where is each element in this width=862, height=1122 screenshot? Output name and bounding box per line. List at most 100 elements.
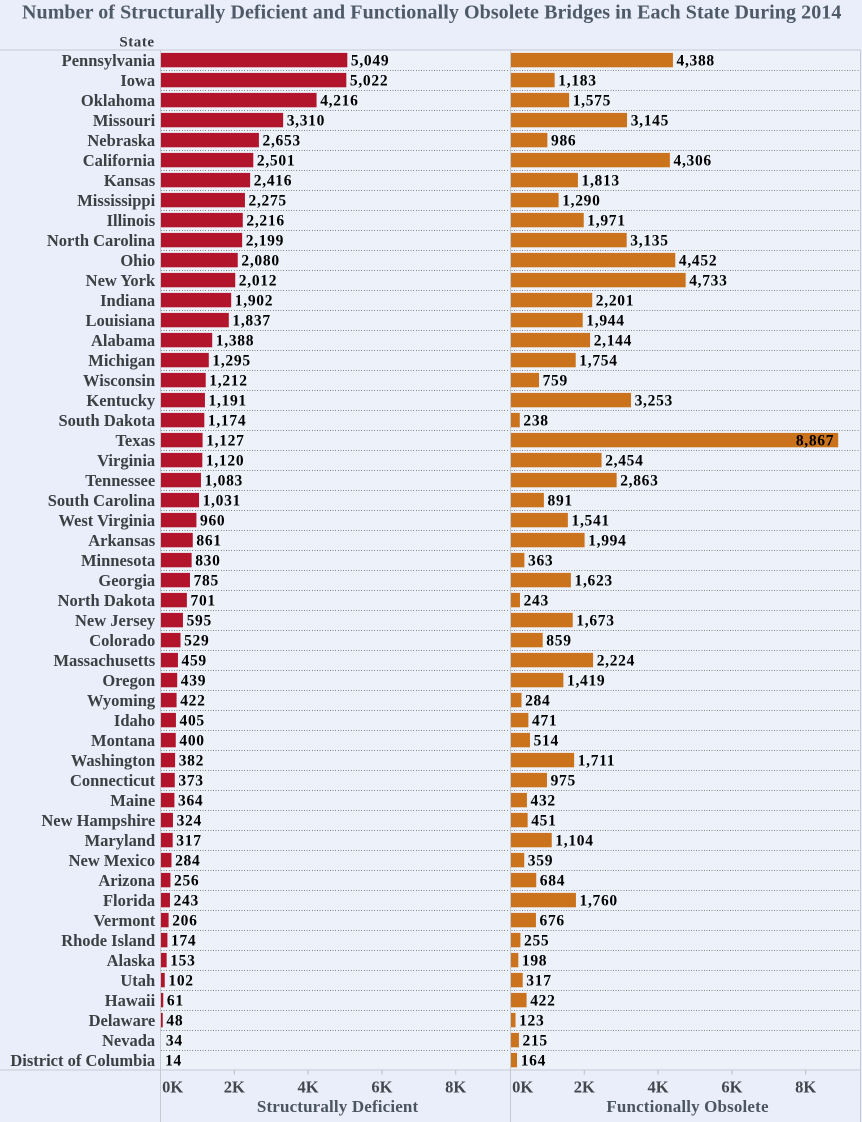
svg-text:3,310: 3,310 [287,113,325,130]
svg-text:1,813: 1,813 [582,173,620,190]
svg-text:Montana: Montana [91,731,155,750]
svg-text:1,295: 1,295 [212,353,250,370]
svg-text:4,388: 4,388 [677,53,715,70]
svg-text:1,183: 1,183 [558,73,596,90]
svg-text:Wisconsin: Wisconsin [83,371,155,390]
svg-text:238: 238 [523,413,548,430]
svg-text:Mississippi: Mississippi [77,191,155,210]
svg-text:3,135: 3,135 [630,233,668,250]
svg-text:891: 891 [548,493,573,510]
svg-text:373: 373 [178,773,203,790]
svg-text:198: 198 [522,953,547,970]
svg-text:Functionally Obsolete: Functionally Obsolete [606,1097,769,1116]
svg-text:South Carolina: South Carolina [48,491,155,510]
svg-text:359: 359 [528,853,553,870]
svg-text:1,944: 1,944 [586,313,624,330]
svg-text:1,212: 1,212 [209,373,247,390]
svg-text:382: 382 [179,753,204,770]
svg-text:363: 363 [528,553,553,570]
svg-text:317: 317 [526,973,551,990]
svg-text:164: 164 [521,1053,546,1070]
svg-text:South Dakota: South Dakota [58,411,155,430]
svg-text:2,216: 2,216 [246,213,284,230]
svg-text:174: 174 [171,933,196,950]
svg-text:8,867: 8,867 [796,433,834,450]
svg-text:317: 317 [176,833,201,850]
svg-text:1,837: 1,837 [232,313,270,330]
svg-text:2,501: 2,501 [257,153,295,170]
svg-text:471: 471 [532,713,557,730]
svg-text:Washington: Washington [71,751,155,770]
svg-text:960: 960 [200,513,225,530]
svg-text:Texas: Texas [115,431,155,450]
svg-text:830: 830 [195,553,220,570]
svg-text:Number of Structurally Deficie: Number of Structurally Deficient and Fun… [22,2,841,24]
svg-text:Wyoming: Wyoming [87,691,156,710]
svg-text:785: 785 [194,573,219,590]
svg-text:439: 439 [181,673,206,690]
svg-text:Colorado: Colorado [89,631,155,650]
svg-text:2,863: 2,863 [620,473,658,490]
svg-text:1,623: 1,623 [575,573,613,590]
svg-text:2,144: 2,144 [594,333,632,350]
svg-text:61: 61 [167,993,184,1010]
svg-text:4K: 4K [298,1077,319,1096]
svg-text:0K: 0K [162,1077,183,1096]
svg-text:Florida: Florida [103,891,155,910]
svg-text:701: 701 [191,593,216,610]
svg-text:Pennsylvania: Pennsylvania [62,51,156,70]
svg-text:Massachusetts: Massachusetts [53,651,155,670]
svg-text:2,275: 2,275 [249,193,287,210]
svg-text:1,031: 1,031 [203,493,241,510]
svg-text:34: 34 [166,1033,183,1050]
svg-text:Louisiana: Louisiana [85,311,155,330]
svg-text:1,673: 1,673 [576,613,614,630]
svg-text:State: State [119,35,154,51]
svg-text:Kansas: Kansas [104,171,156,190]
svg-text:Alabama: Alabama [91,331,155,350]
svg-text:595: 595 [187,613,212,630]
svg-text:1,419: 1,419 [567,673,605,690]
svg-text:New York: New York [86,271,156,290]
svg-text:New Jersey: New Jersey [75,611,156,630]
svg-text:Arizona: Arizona [98,871,155,890]
svg-text:New Hampshire: New Hampshire [41,811,155,830]
svg-text:6K: 6K [371,1077,392,1096]
svg-text:Nevada: Nevada [102,1031,155,1050]
svg-text:1,127: 1,127 [206,433,244,450]
svg-text:123: 123 [519,1013,544,1030]
svg-text:Missouri: Missouri [93,111,156,130]
svg-text:529: 529 [184,633,209,650]
svg-text:Structurally Deficient: Structurally Deficient [257,1097,419,1116]
svg-text:Alaska: Alaska [107,951,156,970]
svg-text:Oregon: Oregon [102,671,155,690]
svg-text:4,733: 4,733 [689,273,727,290]
svg-text:1,104: 1,104 [555,833,593,850]
svg-text:1,120: 1,120 [206,453,244,470]
svg-text:2K: 2K [224,1077,245,1096]
svg-text:2,653: 2,653 [263,133,301,150]
svg-text:6K: 6K [721,1077,742,1096]
svg-text:Indiana: Indiana [100,291,155,310]
svg-text:1,760: 1,760 [580,893,618,910]
svg-text:Georgia: Georgia [98,571,155,590]
svg-text:4,452: 4,452 [679,253,717,270]
svg-text:Utah: Utah [120,971,155,990]
svg-text:3,145: 3,145 [631,113,669,130]
svg-text:4,306: 4,306 [674,153,712,170]
svg-text:2,201: 2,201 [596,293,634,310]
svg-text:1,994: 1,994 [588,533,626,550]
svg-text:3,253: 3,253 [635,393,673,410]
svg-text:1,902: 1,902 [235,293,273,310]
svg-text:Delaware: Delaware [89,1011,156,1030]
svg-text:2,199: 2,199 [246,233,284,250]
svg-text:514: 514 [534,733,559,750]
svg-text:2,012: 2,012 [239,273,277,290]
svg-text:14: 14 [165,1053,182,1070]
svg-text:West Virginia: West Virginia [58,511,155,530]
svg-text:2K: 2K [574,1077,595,1096]
svg-text:Ohio: Ohio [120,251,155,270]
svg-text:Kentucky: Kentucky [86,391,156,410]
svg-text:405: 405 [180,713,205,730]
svg-text:422: 422 [530,993,555,1010]
